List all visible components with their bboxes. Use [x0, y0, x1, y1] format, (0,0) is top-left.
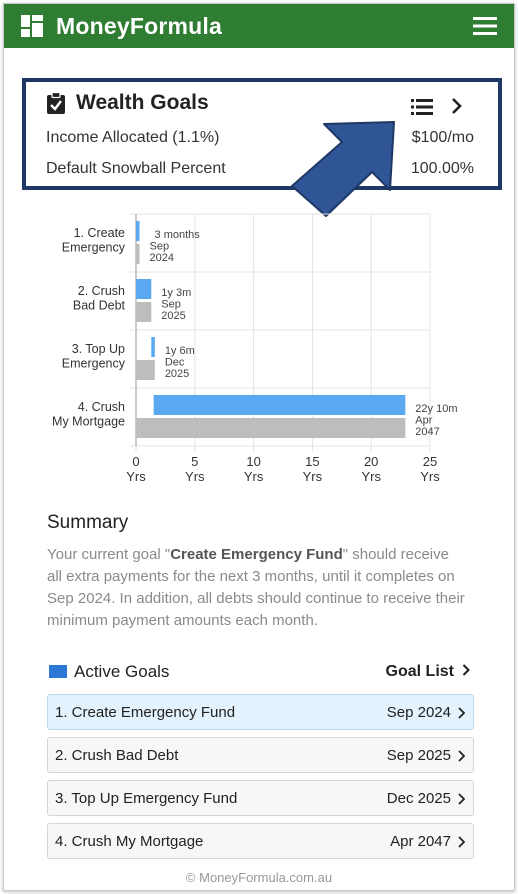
chart-x-tick-label: Yrs: [361, 469, 381, 484]
goal-list-link[interactable]: Goal List: [386, 663, 470, 681]
chart-x-tick-label: Yrs: [420, 469, 440, 484]
app-bar: MoneyFormula: [4, 4, 514, 48]
summary-text: Your current goal "Create Emergency Fund…: [47, 544, 467, 632]
income-allocated-value: $100/mo: [411, 129, 474, 146]
goal-item-name: 2. Crush Bad Debt: [55, 747, 179, 764]
goal-item-name: 1. Create Emergency Fund: [55, 704, 236, 721]
active-goals-swatch: [49, 665, 67, 678]
chart-x-tick-label: 5: [191, 454, 198, 469]
chart-category-label: Bad Debt: [73, 299, 126, 313]
summary-goal-name: Create Emergency Fund: [170, 546, 343, 563]
chart-x-tick-label: 20: [364, 454, 378, 469]
chart-annotation: Apr: [415, 415, 432, 427]
chevron-right-icon[interactable]: [451, 97, 463, 115]
active-goals-title: Active Goals: [74, 662, 170, 681]
list-icon[interactable]: [411, 99, 433, 115]
snowball-percent-value: 100.00%: [410, 160, 474, 177]
clipboard-check-icon: [47, 92, 65, 114]
chart-x-tick-label: Yrs: [303, 469, 323, 484]
chart-x-tick-label: 25: [423, 454, 437, 469]
chart-category-label: 4. Crush: [78, 400, 125, 414]
chevron-right-icon: [458, 836, 465, 848]
chart-annotation: 2047: [415, 426, 439, 438]
pointer-arrow-icon: [291, 121, 395, 217]
chart-bar: [136, 302, 152, 322]
chart-x-tick-label: 10: [246, 454, 260, 469]
chart-annotation: Dec: [165, 357, 185, 369]
chart-x-tick-label: Yrs: [185, 469, 205, 484]
hamburger-menu-icon[interactable]: [473, 17, 497, 35]
snowball-percent-label: Default Snowball Percent: [46, 160, 226, 177]
goal-item-crush-bad-debt[interactable]: 2. Crush Bad Debt Sep 2025: [47, 737, 474, 773]
goal-item-name: 3. Top Up Emergency Fund: [55, 790, 238, 807]
active-goals-header: Active Goals Goal List: [47, 662, 474, 686]
goal-list-label: Goal List: [385, 663, 454, 680]
chart-category-label: 1. Create: [74, 226, 125, 240]
goal-item-create-emergency-fund[interactable]: 1. Create Emergency Fund Sep 2024: [47, 694, 474, 730]
chart-annotation: 2025: [165, 368, 189, 380]
dashboard-logo-icon: [21, 15, 43, 37]
chart-bar: [136, 221, 140, 241]
goal-item-top-up-emergency-fund[interactable]: 3. Top Up Emergency Fund Dec 2025: [47, 780, 474, 816]
chart-category-label: 2. Crush: [78, 284, 125, 298]
goal-item-date: Sep 2025: [386, 747, 451, 764]
chart-bar: [136, 279, 152, 299]
chart-bar: [151, 337, 155, 357]
app-frame: MoneyFormula Wealth Goals Income Allocat…: [3, 3, 515, 891]
chart-annotation: Sep: [161, 299, 181, 311]
chart-x-tick-label: 0: [132, 454, 139, 469]
goal-item-date: Sep 2024: [386, 704, 451, 721]
summary-text-after: " should receive all extra payments for …: [47, 546, 465, 629]
chart-bar: [153, 395, 406, 415]
chart-x-tick-label: 15: [305, 454, 319, 469]
chart-annotation: 2024: [150, 252, 174, 264]
chart-category-label: My Mortgage: [52, 415, 125, 429]
app-title: MoneyFormula: [56, 13, 222, 39]
chart-bar: [136, 360, 155, 380]
chevron-right-icon: [462, 664, 470, 676]
chart-x-tick-label: Yrs: [244, 469, 264, 484]
summary-text-before: Your current goal ": [47, 546, 171, 563]
income-allocated-label: Income Allocated (1.1%): [46, 129, 220, 146]
chart-category-label: Emergency: [62, 357, 126, 371]
wealth-goals-title: Wealth Goals: [76, 91, 209, 114]
goal-item-date: Apr 2047: [390, 833, 451, 850]
chevron-right-icon: [458, 707, 465, 719]
chart-annotation: Sep: [150, 241, 170, 253]
chevron-right-icon: [458, 793, 465, 805]
chart-annotation: 1y 3m: [161, 287, 191, 299]
chart-category-label: 3. Top Up: [72, 342, 125, 356]
chart-annotation: 3 months: [155, 229, 201, 241]
chart-annotation: 22y 10m: [415, 403, 457, 415]
goal-item-date: Dec 2025: [386, 790, 451, 807]
chart-x-tick-label: Yrs: [126, 469, 146, 484]
goal-item-crush-my-mortgage[interactable]: 4. Crush My Mortgage Apr 2047: [47, 823, 474, 859]
chart-annotation: 2025: [161, 310, 185, 322]
chart-category-label: Emergency: [62, 241, 126, 255]
chart-bar: [136, 418, 406, 438]
chevron-right-icon: [458, 750, 465, 762]
wealth-goals-card: Wealth Goals Income Allocated (1.1%) $10…: [22, 78, 502, 190]
footer-copyright: © MoneyFormula.com.au: [185, 870, 333, 885]
chart-bar: [136, 244, 140, 264]
chart-annotation: 1y 6m: [165, 345, 195, 357]
summary-title: Summary: [47, 512, 129, 533]
goal-item-name: 4. Crush My Mortgage: [55, 833, 204, 850]
